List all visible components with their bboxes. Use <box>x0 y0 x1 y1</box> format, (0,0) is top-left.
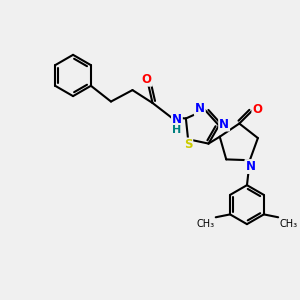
Text: O: O <box>142 73 152 86</box>
Text: N: N <box>245 160 255 173</box>
Text: O: O <box>252 103 262 116</box>
Text: N: N <box>195 102 205 115</box>
Text: N: N <box>172 113 182 126</box>
Text: CH₃: CH₃ <box>196 219 214 229</box>
Text: S: S <box>184 139 192 152</box>
Text: N: N <box>219 118 229 130</box>
Text: CH₃: CH₃ <box>280 219 298 229</box>
Text: H: H <box>172 125 182 135</box>
